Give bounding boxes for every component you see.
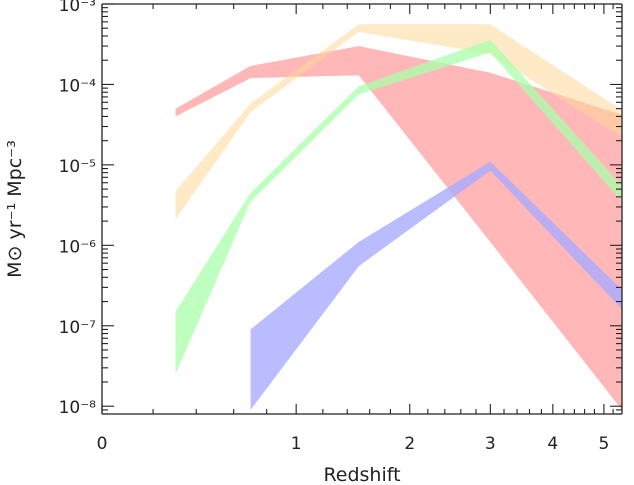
- x-tick-label: 0: [97, 434, 108, 454]
- y-tick-label: 10⁻⁵: [59, 157, 96, 177]
- y-axis-label: M⊙ yr⁻¹ Mpc⁻³: [4, 140, 26, 278]
- x-tick-label: 5: [599, 434, 610, 454]
- ticks: [101, 3, 622, 415]
- x-axis-label: Redshift: [323, 464, 400, 485]
- series-band-4: [250, 161, 622, 410]
- tick-labels: 0 1 2 3 4 5 10⁻³ 10⁻⁴ 10⁻⁵ 10⁻⁶ 10⁻⁷ 10⁻⁸: [59, 0, 610, 454]
- x-tick-label: 2: [404, 434, 415, 454]
- x-tick-label: 1: [291, 434, 302, 454]
- y-tick-label: 10⁻⁸: [59, 398, 97, 418]
- series-band-1: [175, 46, 622, 410]
- x-tick-label: 4: [547, 434, 558, 454]
- axes: [101, 3, 623, 415]
- y-tick-label: 10⁻⁷: [59, 318, 97, 338]
- x-tick-label: 3: [485, 434, 496, 454]
- y-tick-label: 10⁻⁴: [59, 76, 97, 96]
- series-bands: [175, 24, 622, 410]
- y-tick-label: 10⁻⁶: [59, 237, 97, 257]
- y-tick-label: 10⁻³: [59, 0, 96, 16]
